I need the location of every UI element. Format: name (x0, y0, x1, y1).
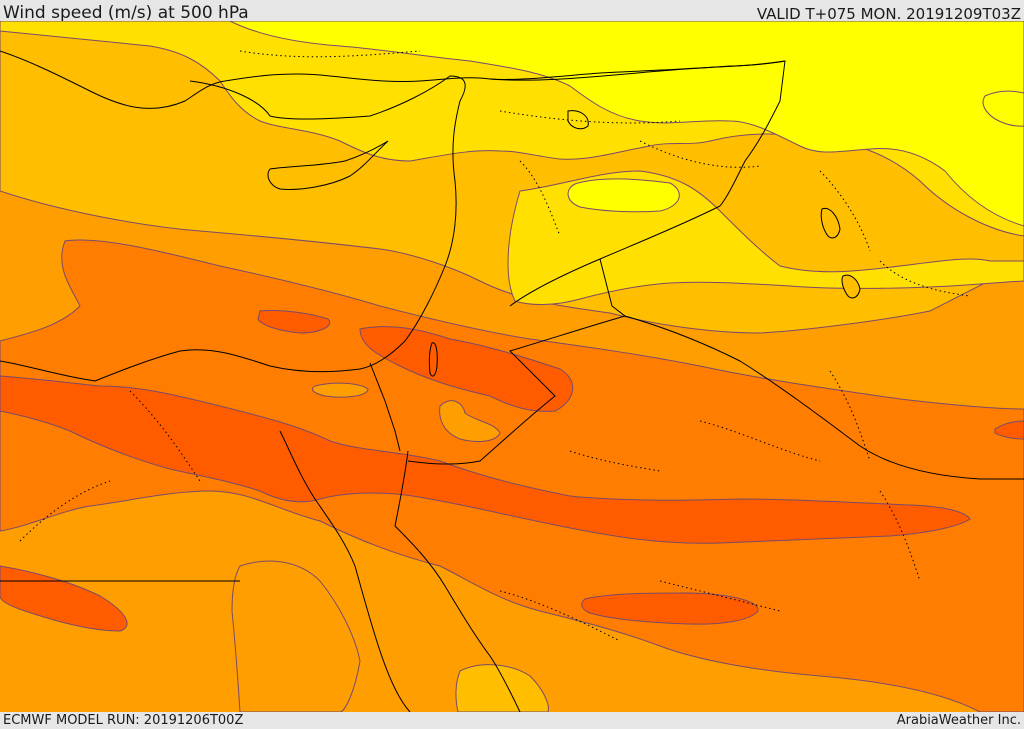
band-high-patch-1 (312, 382, 369, 398)
map-title: Wind speed (m/s) at 500 hPa (3, 3, 249, 23)
band-highest-patch-e (581, 592, 759, 625)
border-sinai (369, 362, 401, 452)
wind-speed-map[interactable] (0, 21, 1024, 712)
band-high-patch-2 (439, 400, 501, 442)
band-lowest-patch (567, 178, 680, 213)
band-lowest-patch-2 (982, 90, 1024, 127)
coastline-turkey (0, 50, 786, 109)
map-header: Wind speed (m/s) at 500 hPa VALID T+075 … (0, 0, 1024, 23)
coastline-red-sea-west (279, 430, 411, 712)
band-highest-jet (0, 375, 971, 544)
border-iraq-saudi (599, 258, 1024, 480)
border-jordan-iraq (509, 205, 721, 307)
coastline-levant (0, 75, 466, 382)
coastline-lake-3 (567, 110, 589, 130)
model-run-label: ECMWF MODEL RUN: 20191206T00Z (3, 713, 244, 728)
map-footer: ECMWF MODEL RUN: 20191206T00Z ArabiaWeat… (0, 712, 1024, 729)
band-lowest-ne (229, 21, 1024, 227)
band-high-south (231, 560, 361, 712)
border-saudi-jordan (407, 315, 626, 465)
coastline-red-sea-east (394, 450, 521, 712)
coastline-cyprus (267, 140, 389, 190)
band-highest-patch-edge (994, 420, 1024, 440)
admin-borders-south (19, 370, 921, 642)
credit-label: ArabiaWeather Inc. (896, 713, 1021, 728)
band-mid-south (455, 664, 549, 712)
coastline-dead-sea (428, 342, 438, 377)
valid-time-label: VALID T+075 MON. 20191209T03Z (756, 5, 1021, 23)
band-highest-patch-small (257, 310, 331, 334)
map-canvas (0, 21, 1024, 712)
coastline-lake-2 (841, 274, 861, 299)
admin-borders-north (239, 50, 971, 297)
band-highest-patch-levant (359, 326, 574, 412)
border-syria-turkey (489, 60, 786, 207)
coastline-lake (820, 207, 841, 239)
